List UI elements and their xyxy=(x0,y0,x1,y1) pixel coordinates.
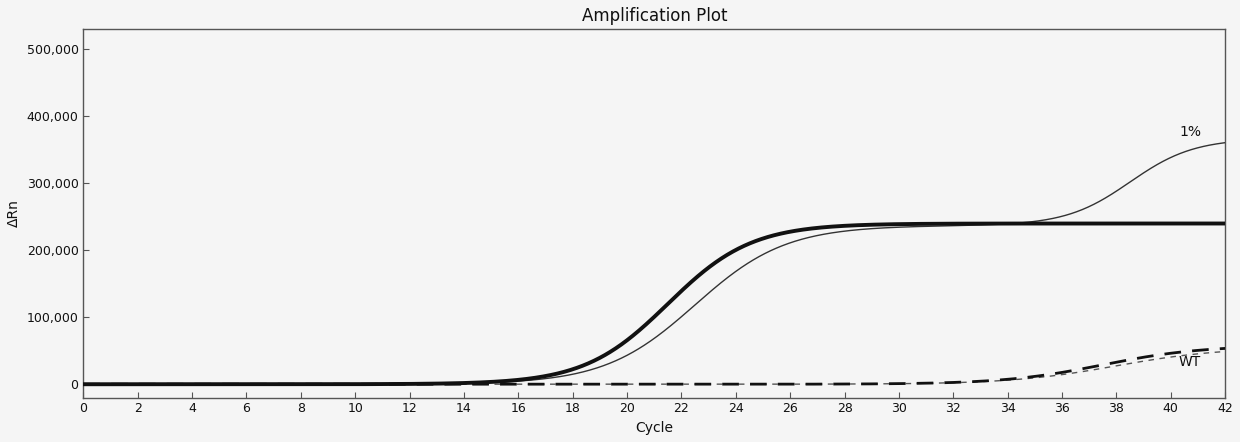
Y-axis label: ΔRn: ΔRn xyxy=(7,199,21,227)
Text: WT: WT xyxy=(1179,355,1202,369)
X-axis label: Cycle: Cycle xyxy=(635,421,673,435)
Title: Amplification Plot: Amplification Plot xyxy=(582,7,727,25)
Text: 1%: 1% xyxy=(1179,126,1202,139)
